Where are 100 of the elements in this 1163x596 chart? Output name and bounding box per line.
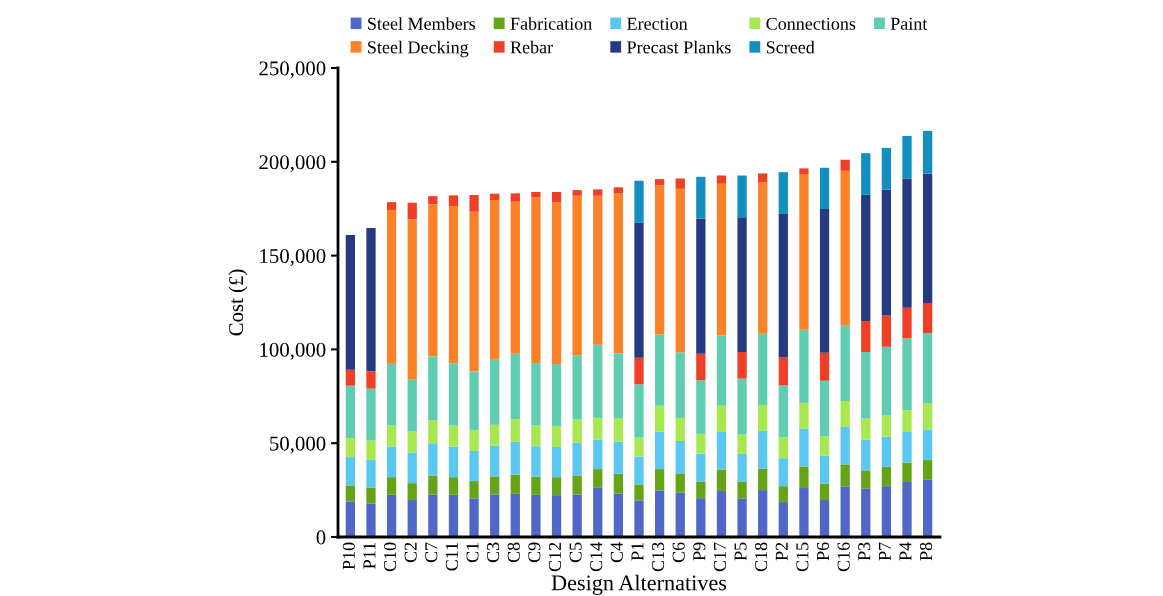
x-tick-label: C4 (610, 542, 623, 563)
bar (922, 302, 933, 334)
bar (696, 353, 706, 381)
bar (654, 405, 665, 432)
bar (778, 437, 788, 459)
x-tick-label: C18 (755, 542, 768, 572)
bar (716, 183, 727, 336)
bar (840, 159, 850, 171)
y-tick-label: 150,000 (260, 248, 326, 267)
bar (613, 187, 624, 194)
bar (448, 446, 459, 478)
bar (922, 403, 933, 430)
legend-label: Erection (627, 17, 688, 30)
bar (634, 456, 644, 485)
bar (593, 344, 603, 418)
bar (881, 436, 892, 467)
bar (799, 174, 809, 330)
x-tick-label: C7 (425, 542, 438, 563)
bar (510, 474, 520, 494)
bar (778, 502, 788, 537)
bar (654, 431, 665, 470)
x-tick-label: C6 (672, 542, 685, 563)
x-tick-label: C13 (652, 542, 665, 572)
bar (634, 384, 644, 438)
bar (675, 188, 685, 353)
bar (490, 359, 500, 425)
bar (922, 460, 933, 480)
x-tick-label: C3 (487, 542, 500, 563)
bar (572, 190, 582, 196)
bar (716, 469, 727, 492)
bar (428, 356, 438, 421)
bar (531, 197, 541, 364)
bar (737, 378, 747, 435)
bar (737, 352, 747, 379)
bar (861, 488, 871, 537)
x-tick-label: C5 (569, 542, 582, 563)
bar (922, 333, 933, 404)
x-tick-label: C14 (590, 542, 603, 572)
bar (696, 481, 706, 499)
bar (428, 475, 438, 495)
bar (510, 493, 520, 537)
x-tick-label: C1 (466, 542, 479, 563)
bar (448, 195, 459, 207)
bar (675, 178, 685, 189)
bar (758, 430, 768, 469)
bar (819, 167, 830, 210)
bar (428, 494, 438, 537)
x-axis-title: Design Alternatives (551, 574, 727, 595)
bar (613, 441, 624, 474)
bar (675, 473, 685, 493)
bar (861, 320, 871, 353)
x-tick-label: C8 (507, 542, 520, 563)
bar (840, 170, 850, 326)
bar (469, 195, 479, 212)
bar (861, 153, 871, 195)
bar (778, 172, 788, 214)
bar (531, 476, 541, 495)
bar (593, 195, 603, 345)
bar (407, 452, 417, 484)
bar (758, 333, 768, 405)
bar (799, 329, 809, 403)
legend-label: Paint (890, 17, 928, 30)
bar (654, 179, 665, 186)
y-axis-title: Cost (£) (228, 269, 248, 336)
bar (448, 477, 459, 495)
x-tick-label: P11 (363, 542, 376, 569)
bar (510, 201, 520, 354)
bar (366, 388, 376, 441)
bar (902, 410, 912, 432)
bar (696, 498, 706, 537)
bar (386, 494, 397, 537)
x-tick-label: C9 (528, 542, 541, 563)
bar (922, 429, 933, 461)
bar (861, 418, 871, 440)
x-tick-label: P4 (899, 542, 912, 561)
bar (654, 185, 665, 335)
bar (407, 202, 417, 220)
bar (407, 500, 417, 537)
bar (490, 494, 500, 537)
bar (675, 352, 685, 418)
bar (551, 495, 562, 537)
bar (407, 483, 417, 501)
bar (861, 194, 871, 321)
bar (634, 437, 644, 457)
bar (881, 189, 892, 316)
legend-label: Connections (766, 17, 856, 30)
bar (366, 487, 376, 504)
x-tick-label: C2 (404, 542, 417, 563)
x-tick-label: C12 (548, 542, 562, 572)
bar (799, 466, 809, 489)
bar (345, 485, 356, 502)
bar (922, 479, 933, 537)
bar (366, 440, 376, 460)
bar (634, 180, 644, 223)
bar (593, 189, 603, 196)
bar (675, 417, 685, 441)
bar (696, 380, 706, 434)
bar (490, 200, 500, 360)
bar (345, 501, 356, 537)
bar (716, 405, 727, 432)
